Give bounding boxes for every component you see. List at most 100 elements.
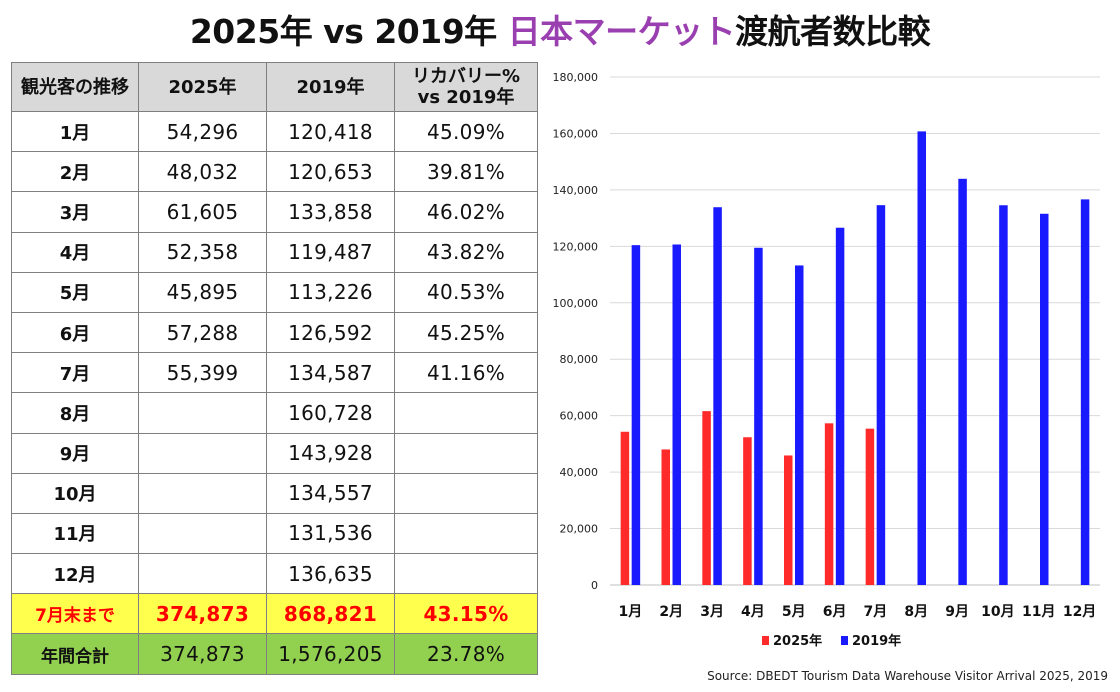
cell-2019: 120,653 — [266, 151, 395, 193]
table-row: 6月 57,288 126,592 45.25% — [11, 311, 538, 354]
y-tick-label: 120,000 — [553, 240, 599, 253]
cell-2025: 55,399 — [138, 352, 267, 394]
chart-gridlines — [610, 76, 1100, 586]
cell-2025 — [138, 553, 267, 595]
x-tick-label: 7月 — [864, 604, 888, 620]
table-row: 11月 131,536 — [11, 512, 538, 555]
cell-month: 1月 — [11, 110, 139, 153]
table-row: 1月 54,296 120,418 45.09% — [11, 110, 538, 153]
table-row: 9月 143,928 — [11, 432, 538, 474]
cell-2019: 133,858 — [266, 191, 395, 233]
cell-recovery — [394, 392, 538, 434]
bar-2019 — [835, 227, 845, 585]
cell-2019: 134,557 — [266, 472, 395, 514]
cell-month: 12月 — [11, 553, 139, 595]
bar-chart: 0 20,000 40,000 60,000 80,000 100,000 120,000 1… — [553, 71, 1100, 649]
cell-month: 7月 — [11, 352, 139, 394]
cell-recovery: 39.81% — [394, 151, 538, 193]
y-tick-label: 160,000 — [553, 127, 599, 140]
y-tick-label: 140,000 — [553, 184, 599, 197]
cell-2025 — [138, 392, 267, 434]
cell-recovery — [394, 512, 538, 555]
x-tick-label: 5月 — [782, 604, 806, 620]
source-note: Source: DBEDT Tourism Data Warehouse Vis… — [707, 669, 1108, 683]
bar-2025 — [661, 449, 670, 585]
cell-2025: 54,296 — [138, 110, 267, 153]
bar-2025 — [865, 428, 875, 585]
y-tick-label: 0 — [591, 579, 598, 592]
cell-2019: 134,587 — [266, 352, 395, 394]
header-2019: 2019年 — [266, 62, 395, 112]
bar-2025 — [824, 423, 834, 585]
table-row: 3月 61,605 133,858 46.02% — [11, 191, 538, 233]
cell-recovery: 41.16% — [394, 352, 538, 394]
cell-2019: 868,821 — [266, 593, 395, 635]
header-recovery: リカバリー% vs 2019年 — [394, 62, 538, 112]
cell-2025 — [138, 512, 267, 555]
cell-2019: 143,928 — [266, 432, 395, 474]
x-tick-label: 11月 — [1022, 604, 1055, 620]
cell-month: 7月末まで — [11, 593, 139, 635]
table-row: 4月 52,358 119,487 43.82% — [11, 231, 538, 273]
y-tick-label: 180,000 — [553, 71, 599, 84]
cell-2019: 126,592 — [266, 311, 395, 354]
cell-recovery — [394, 432, 538, 474]
cell-recovery: 46.02% — [394, 191, 538, 233]
cell-2025: 52,358 — [138, 231, 267, 273]
cell-recovery: 23.78% — [394, 633, 538, 675]
title-highlight: 日本マーケット — [507, 12, 736, 51]
cell-month: 2月 — [11, 151, 139, 193]
cell-month: 8月 — [11, 392, 139, 434]
legend-swatch-2025 — [762, 636, 769, 645]
table-body: 1月 54,296 120,418 45.09% 2月 48,032 120,653 39.8… — [11, 110, 538, 675]
table-row: 10月 134,557 — [11, 472, 538, 514]
cell-2025 — [138, 432, 267, 474]
cell-2019: 113,226 — [266, 271, 395, 313]
bar-2025 — [784, 455, 793, 585]
y-tick-label: 60,000 — [560, 410, 599, 423]
bar-2019 — [631, 245, 641, 586]
bar-2019 — [1040, 213, 1049, 585]
x-tick-label: 12月 — [1063, 604, 1096, 620]
bar-2019 — [958, 178, 967, 585]
cell-month: 9月 — [11, 432, 139, 474]
bar-2019 — [795, 265, 804, 585]
bar-2019 — [917, 131, 926, 585]
x-tick-label: 1月 — [619, 604, 643, 620]
visitor-table: 観光客の推移 2025年 2019年 リカバリー% vs 2019年 1月 54,… — [11, 62, 538, 675]
bar-2019 — [713, 207, 722, 586]
cell-2019: 120,418 — [266, 110, 395, 153]
cell-recovery: 43.15% — [394, 593, 538, 635]
cell-2025: 45,895 — [138, 271, 267, 313]
cell-month: 11月 — [11, 512, 139, 555]
bar-2019 — [876, 205, 886, 585]
cell-2019: 160,728 — [266, 392, 395, 434]
header-2025: 2025年 — [138, 62, 267, 112]
table-row: 5月 45,895 113,226 40.53% — [11, 271, 538, 313]
y-axis: 0 20,000 40,000 60,000 80,000 100,000 120,000 1… — [553, 71, 599, 592]
cell-2019: 119,487 — [266, 231, 395, 273]
bar-2019 — [1080, 199, 1090, 585]
cell-2019: 131,536 — [266, 512, 395, 555]
x-tick-label: 10月 — [981, 604, 1014, 620]
title-part-1: 2025年 vs 2019年 — [189, 12, 508, 51]
cell-month: 年間合計 — [11, 633, 139, 675]
y-tick-label: 40,000 — [560, 466, 599, 479]
page-title: 2025年 vs 2019年 日本マーケット渡航者数比較 — [0, 6, 1120, 58]
table-header-row: 観光客の推移 2025年 2019年 リカバリー% vs 2019年 — [11, 62, 538, 112]
x-tick-label: 6月 — [823, 604, 847, 620]
cell-2025 — [138, 472, 267, 514]
legend-label: 2019年 — [852, 633, 901, 649]
x-tick-label: 4月 — [741, 604, 765, 620]
y-tick-label: 80,000 — [560, 353, 599, 366]
y-tick-label: 20,000 — [560, 523, 599, 536]
cell-month: 4月 — [11, 231, 139, 273]
header-recovery-text: リカバリー% vs 2019年 — [411, 66, 521, 108]
cell-month: 6月 — [11, 311, 139, 354]
bar-2025 — [702, 411, 711, 585]
cell-recovery: 45.25% — [394, 311, 538, 354]
x-tick-label: 8月 — [904, 604, 928, 620]
cell-recovery — [394, 553, 538, 595]
bar-2019 — [672, 244, 681, 585]
ytd-row: 7月末まで 374,873 868,821 43.15% — [11, 593, 538, 635]
